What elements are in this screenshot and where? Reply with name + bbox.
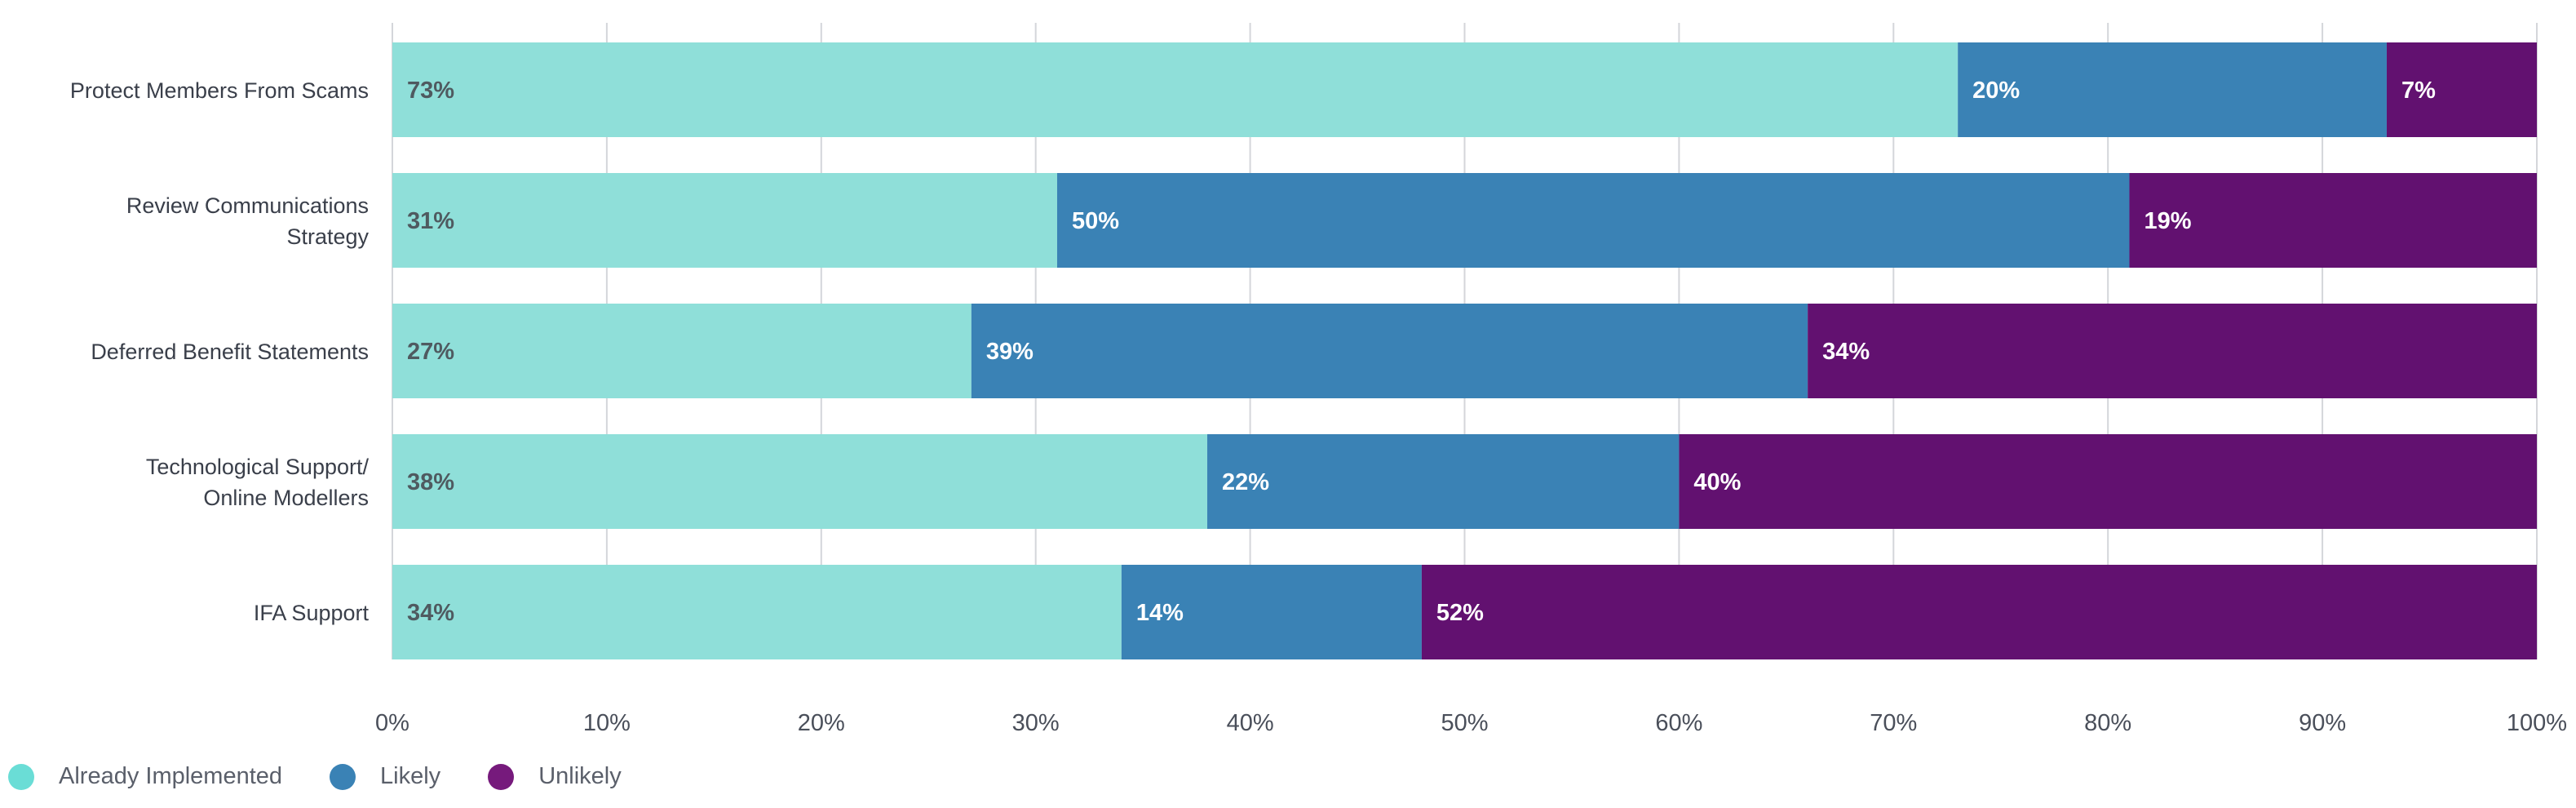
- bar-segment[interactable]: [2129, 173, 2537, 268]
- legend-label: Unlikely: [538, 763, 622, 789]
- data-label: 39%: [986, 339, 1033, 365]
- bar-segment[interactable]: [1421, 565, 2537, 659]
- bar-segment[interactable]: [2386, 42, 2537, 137]
- bar-segment[interactable]: [392, 565, 1122, 659]
- legend-item-already-implemented[interactable]: Already Implemented: [8, 763, 282, 790]
- bar-segment[interactable]: [1207, 434, 1680, 529]
- x-tick-label: 90%: [2299, 710, 2346, 736]
- bar-segment[interactable]: [1958, 42, 2387, 137]
- x-tick-label: 0%: [375, 710, 409, 736]
- bar-segment[interactable]: [1121, 565, 1422, 659]
- category-label: Online Modellers: [203, 486, 369, 510]
- bar-segment[interactable]: [392, 42, 1959, 137]
- category-label: IFA Support: [254, 601, 370, 625]
- bar-segment[interactable]: [1056, 173, 2130, 268]
- category-label: Review Communications: [126, 193, 369, 218]
- data-label: 34%: [1822, 339, 1870, 365]
- data-label: 34%: [407, 600, 454, 626]
- x-tick-label: 70%: [1870, 710, 1917, 736]
- bar-segment[interactable]: [971, 304, 1808, 398]
- bar-segment[interactable]: [392, 173, 1057, 268]
- legend-label: Already Implemented: [59, 763, 283, 789]
- data-label: 20%: [1972, 78, 2020, 104]
- data-label: 50%: [1072, 208, 1119, 234]
- bar-segment[interactable]: [392, 434, 1208, 529]
- x-tick-label: 40%: [1227, 710, 1274, 736]
- x-tick-label: 80%: [2084, 710, 2131, 736]
- legend-dot-icon: [8, 763, 34, 790]
- data-label: 40%: [1693, 469, 1741, 495]
- legend-dot-icon: [488, 763, 515, 790]
- legend-label: Likely: [380, 763, 441, 789]
- category-label: Deferred Benefit Statements: [91, 340, 369, 364]
- bar-segment[interactable]: [1808, 304, 2537, 398]
- category-label: Technological Support/: [146, 455, 370, 479]
- x-tick-label: 10%: [583, 710, 631, 736]
- x-tick-label: 50%: [1441, 710, 1488, 736]
- x-tick-label: 100%: [2507, 710, 2567, 736]
- legend-item-likely[interactable]: Likely: [330, 763, 440, 790]
- data-label: 7%: [2401, 78, 2436, 104]
- bar-segment[interactable]: [392, 304, 972, 398]
- legend-dot-icon: [330, 763, 356, 790]
- category-label: Protect Members From Scams: [70, 78, 369, 103]
- data-label: 52%: [1436, 600, 1484, 626]
- data-label: 27%: [407, 339, 454, 365]
- data-label: 38%: [407, 469, 454, 495]
- category-label: Strategy: [286, 224, 369, 249]
- data-label: 73%: [407, 78, 454, 104]
- data-label: 14%: [1136, 600, 1184, 626]
- x-tick-label: 20%: [798, 710, 845, 736]
- data-label: 22%: [1222, 469, 1269, 495]
- legend-item-unlikely[interactable]: Unlikely: [488, 763, 622, 790]
- legend: Already Implemented Likely Unlikely: [8, 763, 669, 790]
- x-tick-label: 30%: [1012, 710, 1060, 736]
- data-label: 19%: [2144, 208, 2191, 234]
- data-label: 31%: [407, 208, 454, 234]
- x-tick-label: 60%: [1655, 710, 1702, 736]
- bar-segment[interactable]: [1679, 434, 2537, 529]
